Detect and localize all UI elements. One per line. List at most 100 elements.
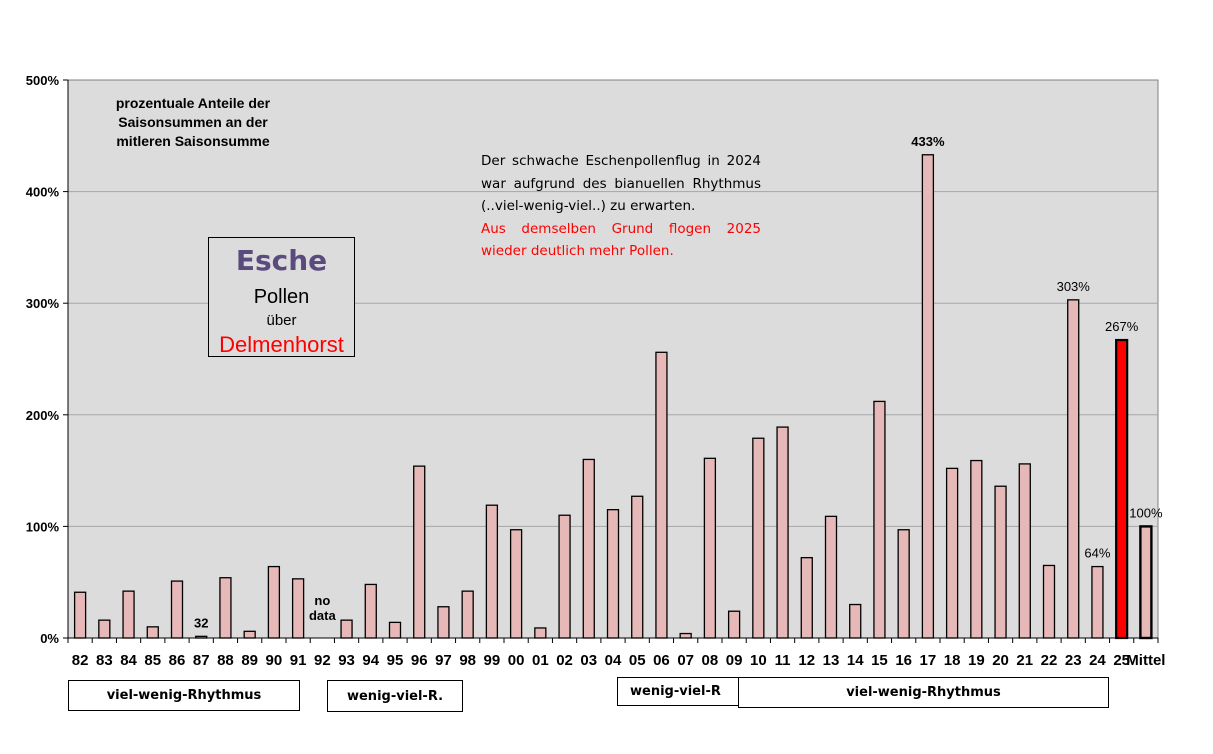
- bar-84: [122, 590, 135, 639]
- x-tick-label: 89: [241, 652, 258, 669]
- x-tick-label: 06: [653, 652, 670, 669]
- note-black-text: Der schwache Eschenpollenflug in 2024 wa…: [481, 153, 761, 214]
- bar-90: [267, 565, 281, 639]
- x-tick-label: 23: [1065, 652, 1082, 669]
- rhythm-box-4: viel-wenig-Rhythmus: [738, 677, 1109, 708]
- bar-17: [921, 154, 935, 639]
- x-tick-label: 97: [435, 652, 452, 669]
- y-tick-label: 200%: [26, 408, 60, 423]
- bar-96: [413, 465, 426, 639]
- rhythm-box-3: wenig-viel-R: [617, 677, 753, 706]
- bar-98: [461, 590, 474, 639]
- x-tick-label: 16: [895, 652, 912, 669]
- bar-23: [1067, 299, 1080, 639]
- x-tick-label: 20: [992, 652, 1009, 669]
- x-tick-label: 90: [266, 652, 283, 669]
- bar-83: [98, 619, 111, 639]
- x-tick-label: 84: [120, 652, 137, 669]
- annotation-note: Der schwache Eschenpollenflug in 2024 wa…: [481, 150, 761, 263]
- bar-04: [606, 509, 620, 639]
- x-tick-label: 19: [968, 652, 985, 669]
- bar-15: [873, 400, 886, 639]
- bar-87: [195, 635, 208, 639]
- x-tick-label: 02: [556, 652, 573, 669]
- data-label: 433%: [911, 134, 945, 149]
- bar-94: [364, 583, 377, 639]
- legend-pollen: Pollen: [253, 286, 310, 308]
- bar-03: [582, 458, 595, 639]
- x-tick-label: 04: [605, 652, 622, 669]
- legend-location: Delmenhorst: [219, 332, 344, 357]
- bar-16: [897, 529, 910, 639]
- bar-12: [800, 556, 813, 639]
- x-tick-label: 22: [1041, 652, 1058, 669]
- bar-99: [485, 504, 499, 639]
- x-tick-label: 94: [362, 652, 379, 669]
- bar-18: [945, 467, 959, 639]
- x-tick-label: 93: [338, 652, 355, 669]
- data-label: 100%: [1129, 505, 1163, 520]
- bar-11: [776, 426, 789, 639]
- bar-01: [534, 627, 547, 639]
- bar-22: [1042, 564, 1056, 639]
- bar-08: [703, 457, 717, 639]
- x-tick-label: 91: [290, 652, 307, 669]
- x-tick-label: 07: [677, 652, 694, 669]
- bar-89: [243, 630, 256, 639]
- bar-Mittel: [1139, 525, 1153, 640]
- x-tick-label: 86: [169, 652, 186, 669]
- x-tick-label: 98: [459, 652, 476, 669]
- x-tick-label: 13: [823, 652, 840, 669]
- bar-21: [1018, 463, 1031, 639]
- x-tick-label: 18: [944, 652, 961, 669]
- bar-24: [1091, 565, 1104, 639]
- rhythm-box-2: wenig-viel-R.: [327, 680, 463, 712]
- x-tick-label: 92: [314, 652, 331, 669]
- x-tick-label: 14: [847, 652, 864, 669]
- bar-20: [994, 485, 1007, 639]
- bar-09: [727, 610, 741, 639]
- x-tick-label: 24: [1089, 652, 1106, 669]
- rhythm-box-1: viel-wenig-Rhythmus: [68, 680, 300, 711]
- x-tick-label: 88: [217, 652, 234, 669]
- x-tick-label: 99: [484, 652, 501, 669]
- x-tick-label: 82: [72, 652, 89, 669]
- data-label: 32: [194, 615, 208, 630]
- bar-82: [73, 591, 87, 639]
- bar-10: [752, 437, 765, 639]
- x-tick-label: 87: [193, 652, 210, 669]
- x-tick-label: 11: [775, 652, 791, 669]
- y-tick-label: 500%: [26, 73, 60, 88]
- bar-06: [655, 351, 668, 639]
- bar-07: [679, 632, 692, 639]
- bar-86: [170, 580, 184, 639]
- bar-95: [388, 621, 402, 639]
- data-label: 64%: [1084, 546, 1110, 561]
- x-tick-label: 01: [532, 652, 549, 669]
- legend-species: Esche: [235, 244, 328, 277]
- x-tick-label: 10: [750, 652, 767, 669]
- y-tick-label: 100%: [26, 519, 60, 534]
- x-tick-label: 09: [726, 652, 743, 669]
- bar-91: [291, 578, 305, 639]
- bar-25: [1115, 338, 1129, 640]
- note-red-text: Aus demselben Grund flogen 2025 wieder d…: [481, 220, 761, 260]
- x-tick-label: 96: [411, 652, 428, 669]
- x-tick-label: 05: [629, 652, 646, 669]
- data-label: 267%: [1105, 319, 1139, 334]
- species-legend-box: Esche Pollen über Delmenhorst: [208, 237, 355, 357]
- x-tick-label: 00: [508, 652, 525, 669]
- data-label: 303%: [1057, 279, 1091, 294]
- x-tick-label: Mittel: [1126, 652, 1165, 669]
- data-label: no: [314, 593, 330, 608]
- bar-19: [970, 459, 983, 639]
- x-tick-label: 08: [702, 652, 719, 669]
- bar-97: [437, 606, 450, 639]
- bar-02: [558, 514, 571, 639]
- x-tick-label: 12: [798, 652, 815, 669]
- chart-title: prozentuale Anteile der Saisonsummen an …: [115, 95, 271, 149]
- bar-88: [219, 577, 232, 639]
- legend-uber: über: [266, 312, 297, 329]
- bar-05: [631, 495, 644, 639]
